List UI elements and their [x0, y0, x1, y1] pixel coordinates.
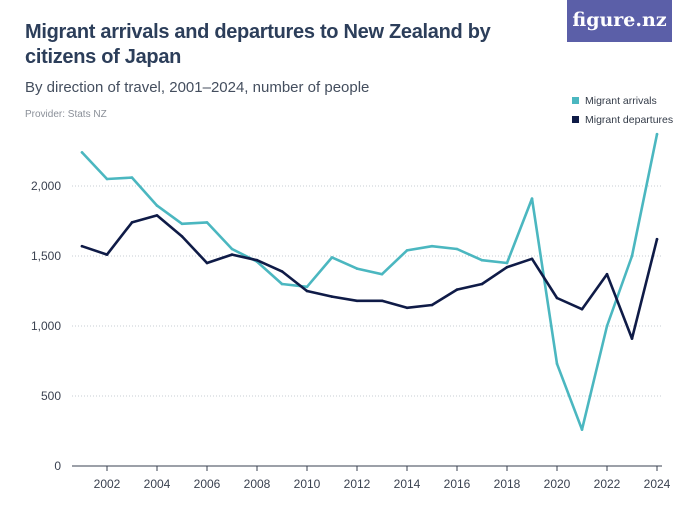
x-tick-label: 2022 [594, 477, 621, 491]
data-point-departures [580, 307, 584, 311]
data-point-arrivals [480, 258, 484, 262]
y-tick-label: 0 [54, 459, 61, 473]
data-point-arrivals [430, 244, 434, 248]
data-point-arrivals [80, 151, 84, 154]
data-point-arrivals [555, 362, 559, 366]
data-point-arrivals [130, 176, 134, 179]
data-point-departures [605, 272, 609, 276]
x-tick-label: 2006 [194, 477, 221, 491]
data-point-departures [330, 295, 334, 298]
legend-swatch-departures [572, 116, 579, 123]
data-point-departures [205, 261, 209, 265]
x-tick-label: 2024 [644, 477, 671, 491]
data-point-departures [430, 303, 434, 307]
data-point-departures [230, 253, 234, 256]
x-tick-label: 2020 [544, 477, 571, 491]
data-point-departures [405, 306, 409, 310]
data-point-departures [80, 244, 84, 248]
chart-legend: Migrant arrivals Migrant departures [572, 91, 673, 129]
data-point-arrivals [630, 254, 634, 258]
data-point-departures [555, 296, 559, 300]
data-point-arrivals [455, 247, 459, 251]
data-point-arrivals [155, 204, 159, 207]
x-tick-label: 2016 [444, 477, 471, 491]
chart-subtitle: By direction of travel, 2001–2024, numbe… [25, 79, 370, 96]
y-tick-label: 500 [41, 389, 61, 403]
x-tick-label: 2018 [494, 477, 521, 491]
data-point-departures [255, 258, 259, 262]
provider-note: Provider: Stats NZ [25, 109, 107, 120]
data-point-arrivals [655, 132, 659, 136]
series-line-departures [80, 214, 659, 340]
data-point-departures [380, 299, 384, 303]
data-point-departures [155, 214, 159, 217]
data-point-departures [280, 270, 284, 273]
data-point-arrivals [280, 282, 284, 286]
data-point-arrivals [305, 285, 309, 289]
data-point-arrivals [380, 272, 384, 276]
y-tick-label: 1,000 [31, 319, 61, 333]
data-point-arrivals [505, 261, 509, 265]
x-tick-label: 2002 [94, 477, 121, 491]
y-tick-label: 1,500 [31, 249, 61, 263]
figure-nz-logo[interactable]: figure.nz [567, 0, 672, 42]
x-tick-label: 2012 [344, 477, 371, 491]
y-tick-label: 2,000 [31, 179, 61, 193]
data-point-departures [630, 337, 634, 340]
legend-item-departures: Migrant departures [572, 110, 673, 129]
data-point-departures [305, 289, 309, 293]
x-tick-label: 2004 [144, 477, 171, 491]
x-tick-label: 2010 [294, 477, 321, 491]
data-point-arrivals [230, 247, 234, 251]
data-point-departures [455, 288, 459, 291]
data-point-arrivals [180, 222, 184, 226]
data-point-departures [180, 235, 184, 238]
data-point-arrivals [580, 428, 584, 431]
data-point-departures [105, 253, 109, 256]
data-point-arrivals [405, 249, 409, 252]
data-point-departures [655, 237, 659, 241]
legend-item-arrivals: Migrant arrivals [572, 91, 673, 110]
legend-label-departures: Migrant departures [585, 113, 674, 126]
legend-label-arrivals: Migrant arrivals [585, 94, 657, 107]
data-point-arrivals [330, 256, 334, 259]
x-tick-label: 2008 [244, 477, 271, 491]
chart-title: Migrant arrivals and departures to New Z… [25, 21, 491, 68]
data-point-departures [505, 265, 509, 269]
data-point-arrivals [355, 267, 359, 270]
data-point-arrivals [605, 324, 609, 328]
data-point-departures [130, 221, 134, 224]
data-point-departures [480, 282, 484, 286]
data-point-arrivals [530, 197, 534, 200]
series-line-arrivals [80, 132, 659, 431]
data-point-arrivals [205, 221, 209, 224]
data-point-departures [355, 299, 359, 303]
x-tick-label: 2014 [394, 477, 421, 491]
data-point-arrivals [105, 177, 109, 181]
data-point-departures [530, 257, 534, 261]
legend-swatch-arrivals [572, 97, 579, 104]
